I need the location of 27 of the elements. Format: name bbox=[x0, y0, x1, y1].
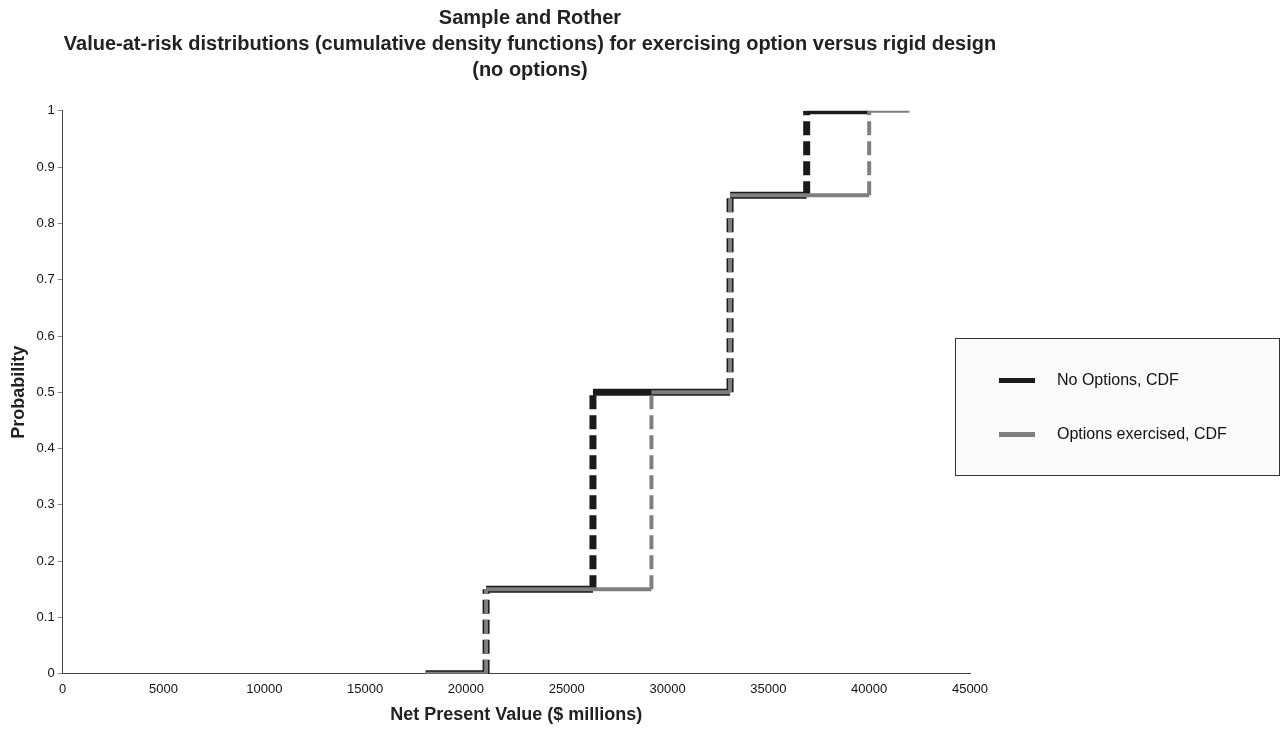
x-tick-label: 40000 bbox=[851, 681, 888, 697]
x-tick-label: 25000 bbox=[548, 681, 585, 697]
x-axis-title: Net Present Value ($ millions) bbox=[390, 704, 643, 725]
y-tick-label: 0.8 bbox=[36, 214, 55, 230]
x-tick-label: 15000 bbox=[347, 681, 384, 697]
x-tick-label: 10000 bbox=[246, 681, 283, 697]
y-tick-label: 1 bbox=[47, 102, 55, 118]
y-tick-label: 0.9 bbox=[36, 158, 55, 174]
x-tick-label: 45000 bbox=[951, 681, 989, 697]
y-tick-label: 0 bbox=[47, 665, 55, 681]
y-axis-title: Probability bbox=[7, 345, 28, 439]
y-tick-label: 0.4 bbox=[36, 440, 55, 456]
x-tick-label: 0 bbox=[59, 681, 67, 697]
y-tick-label: 0.7 bbox=[36, 271, 55, 287]
legend-label: Options exercised, CDF bbox=[1057, 425, 1227, 443]
y-tick-label: 0.2 bbox=[36, 552, 55, 568]
y-tick-label: 0.3 bbox=[36, 496, 55, 512]
legend-label: No Options, CDF bbox=[1057, 371, 1179, 389]
y-tick-label: 0.6 bbox=[36, 327, 55, 343]
x-tick-label: 35000 bbox=[750, 681, 787, 697]
x-tick-label: 20000 bbox=[447, 681, 485, 697]
x-tick-label: 5000 bbox=[149, 681, 178, 697]
chart-title: Sample and Rother bbox=[437, 5, 623, 30]
y-tick-label: 0.5 bbox=[36, 383, 55, 399]
chart-subtitle: Value-at-risk distributions (cumulative density functions) for exercising option versus rigid design (no options) bbox=[62, 31, 998, 82]
y-tick-label: 0.1 bbox=[36, 609, 55, 625]
x-tick-label: 30000 bbox=[649, 681, 686, 697]
